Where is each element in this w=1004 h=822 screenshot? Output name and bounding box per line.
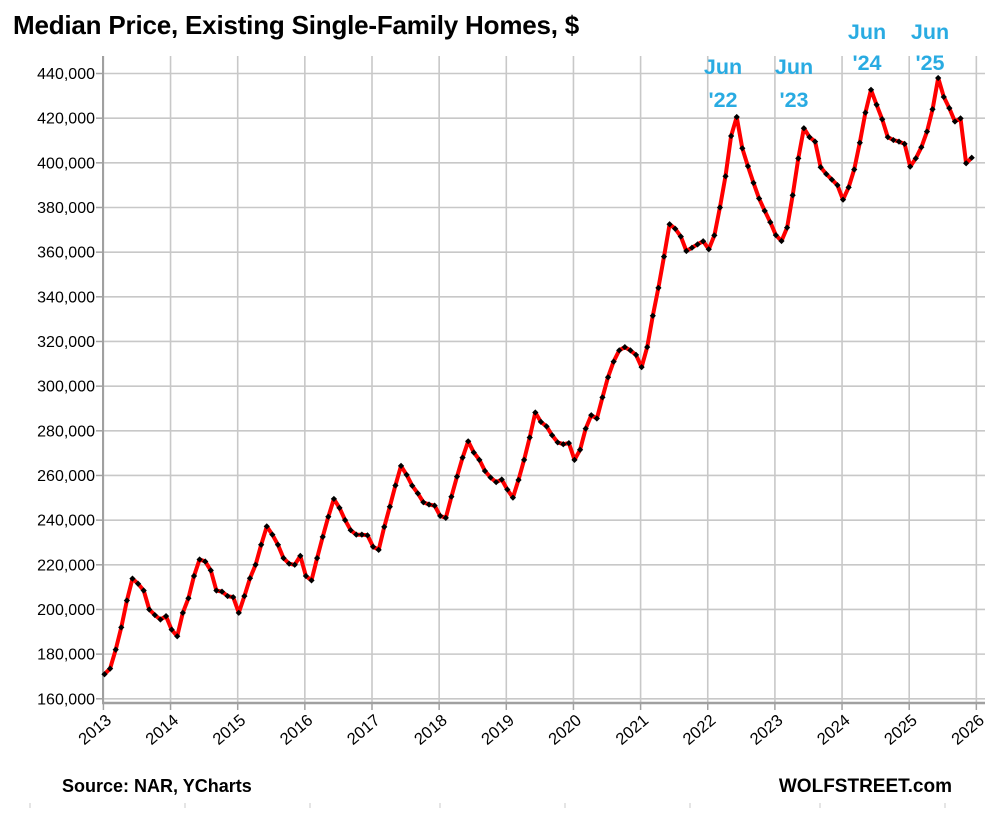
x-tick-label: 2015 (210, 711, 250, 748)
data-point-marker (375, 546, 382, 553)
x-tick-label: 2013 (75, 711, 115, 748)
data-point-marker (291, 561, 298, 568)
y-tick-label: 180,000 (37, 647, 95, 664)
source-note: Source: NAR, YCharts (62, 776, 252, 796)
data-point-marker (493, 479, 500, 486)
data-point-marker (532, 409, 539, 416)
data-point-marker (369, 543, 377, 550)
data-point-marker (258, 541, 265, 548)
data-point-marker (448, 493, 455, 500)
data-point-marker (470, 449, 477, 456)
x-tick-label: 2020 (545, 711, 585, 748)
x-tick-label: 2026 (948, 711, 988, 748)
y-tick-label: 320,000 (37, 334, 95, 351)
data-point-marker (946, 105, 953, 112)
data-point-marker (134, 580, 142, 587)
y-tick-label: 300,000 (37, 379, 95, 396)
y-tick-label: 160,000 (37, 691, 95, 708)
data-point-marker (425, 501, 433, 508)
x-tick-label: 2016 (277, 711, 317, 748)
data-point-marker (397, 462, 405, 469)
data-point-marker (420, 499, 427, 506)
data-point-marker (269, 531, 276, 538)
data-point-marker (196, 556, 203, 563)
data-point-marker (582, 425, 589, 432)
data-point-marker (297, 552, 304, 559)
data-point-marker (442, 514, 449, 522)
data-point-marker (437, 512, 444, 520)
annotation-2025-06-line1: Jun (911, 20, 949, 44)
annotation-2022-06-line1: Jun (704, 55, 742, 79)
data-point-marker (330, 495, 338, 503)
data-point-marker (101, 671, 108, 678)
data-point-marker (588, 412, 595, 419)
y-tick-label: 340,000 (37, 289, 95, 306)
x-tick-label: 2023 (747, 711, 787, 748)
x-tick-label: 2017 (344, 711, 384, 748)
data-point-marker (576, 446, 584, 453)
data-point-marker (599, 394, 606, 401)
data-point-marker (274, 541, 282, 548)
y-tick-label: 380,000 (37, 200, 95, 217)
y-tick-label: 360,000 (37, 245, 95, 262)
data-point-marker (593, 415, 600, 422)
data-point-marker (213, 587, 220, 594)
data-point-marker (414, 490, 421, 497)
y-tick-label: 260,000 (37, 468, 95, 485)
x-tick-label: 2022 (680, 711, 720, 748)
data-point-marker (481, 467, 489, 475)
y-tick-label: 200,000 (37, 602, 95, 619)
annotation-2024-06-line1: Jun (848, 20, 886, 44)
data-point-marker (263, 523, 270, 530)
data-point-marker (649, 312, 656, 319)
data-point-marker (409, 482, 416, 489)
y-tick-label: 440,000 (37, 66, 95, 83)
x-tick-label: 2024 (814, 711, 854, 748)
x-tick-label: 2021 (612, 711, 652, 748)
y-tick-label: 220,000 (37, 557, 95, 574)
data-point-marker (140, 587, 147, 594)
data-point-marker (403, 471, 410, 478)
data-point-marker (431, 502, 438, 509)
data-point-marker (381, 523, 388, 530)
data-point-marker (453, 473, 461, 480)
x-tick-label: 2014 (142, 711, 182, 748)
data-point-marker (129, 575, 136, 582)
y-tick-label: 420,000 (37, 111, 95, 128)
x-tick-label: 2019 (478, 711, 518, 748)
y-tick-label: 240,000 (37, 513, 95, 530)
annotation-2022-06-line2: '22 (708, 88, 737, 112)
data-point-marker (526, 434, 533, 441)
data-point-marker (459, 454, 466, 461)
y-tick-label: 280,000 (37, 423, 95, 440)
data-point-marker (610, 358, 617, 365)
annotation-2025-06-line2: '25 (915, 51, 944, 75)
data-point-marker (190, 572, 198, 580)
wolfstreet-branding: WOLFSTREET.com (778, 776, 952, 797)
data-point-marker (168, 626, 175, 633)
data-point-marker (308, 577, 315, 584)
data-point-marker (336, 504, 343, 511)
annotation-2023-06-line2: '23 (779, 88, 808, 112)
data-point-marker (392, 482, 399, 489)
data-point-marker (476, 456, 483, 463)
data-point-marker (498, 476, 505, 483)
x-tick-label: 2025 (881, 711, 921, 748)
chart-title: Median Price, Existing Single-Family Hom… (13, 10, 580, 40)
data-point-marker (644, 343, 651, 351)
data-point-marker (202, 558, 209, 565)
data-point-marker (465, 438, 472, 445)
data-point-marker (957, 115, 964, 122)
x-tick-label: 2018 (411, 711, 451, 748)
data-point-marker (621, 343, 628, 351)
data-point-marker (487, 474, 494, 481)
annotation-2024-06-line2: '24 (852, 51, 881, 75)
y-tick-label: 400,000 (37, 155, 95, 172)
annotation-2023-06-line1: Jun (775, 55, 813, 79)
data-point-marker (504, 486, 511, 493)
data-point-marker (386, 503, 393, 510)
